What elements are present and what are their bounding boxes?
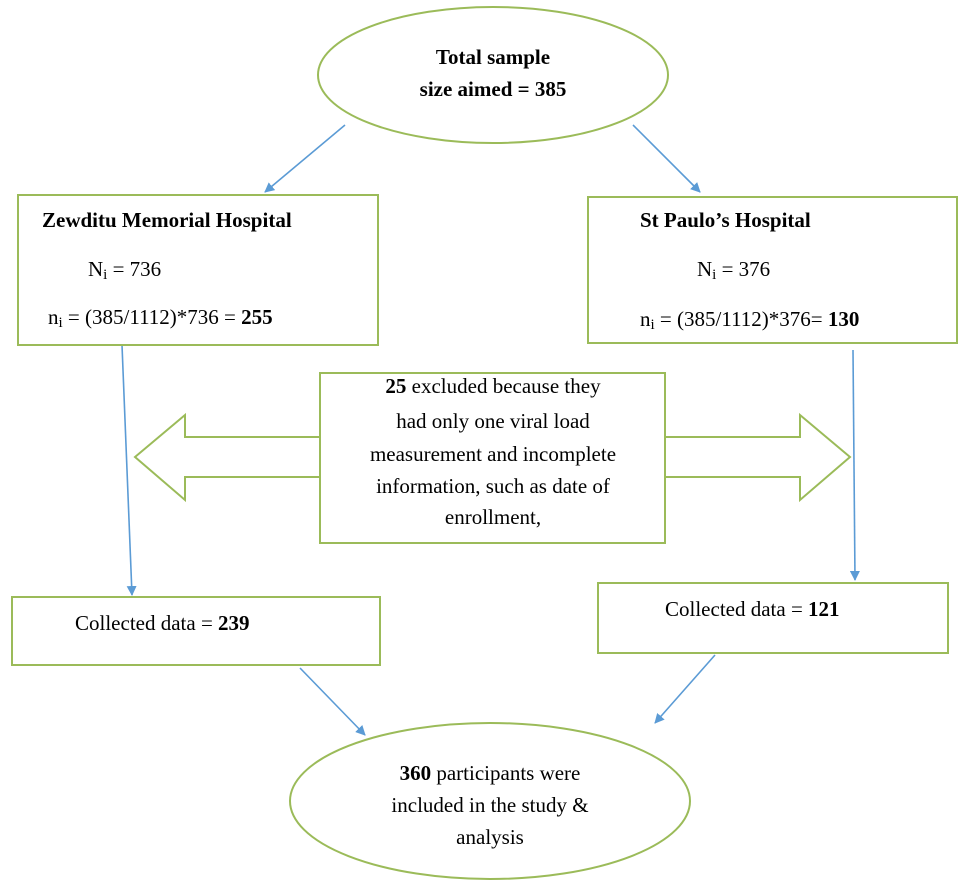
box-text: information, such as date of [376,474,610,498]
exclusion-box [319,372,666,544]
text: i [651,317,655,333]
arrow [299,667,366,736]
node-text: Total sample [436,45,550,69]
text: N [697,257,712,281]
arrow [264,124,346,193]
double-arrow [133,412,321,503]
box-text: Collected data = 121 [665,597,840,621]
box-text: ni = (385/1112)*376= 130 [640,307,859,333]
box-text: enrollment, [445,505,541,529]
text: 255 [241,305,273,329]
text: i [712,267,716,283]
node-text: analysis [456,825,524,849]
box-text: ni = (385/1112)*736 = 255 [48,305,273,331]
arrow [121,344,137,596]
text: n [640,307,651,331]
text: n [48,305,59,329]
box-text: measurement and incomplete [370,442,616,466]
text: = (385/1112)*736 = [63,305,241,329]
text: participants were [431,761,580,785]
arrow [654,654,716,724]
text: 25 [385,374,406,398]
node-text: size aimed = 385 [420,77,567,101]
text: 239 [218,611,250,635]
text: i [59,315,63,331]
box-title: Zewditu Memorial Hospital [42,208,292,232]
text: i [103,267,107,283]
box-text: Ni = 376 [697,257,770,283]
text: = 736 [107,257,161,281]
hospital-box [17,194,379,346]
box-text: Collected data = 239 [75,611,250,635]
collected-box [11,596,381,666]
box-title: St Paulo’s Hospital [640,208,811,232]
end-node [289,722,691,880]
text: = 376 [716,257,770,281]
text: excluded because they [406,374,601,398]
text: Collected data = [75,611,218,635]
hospital-box [587,196,958,344]
double-arrow [664,412,852,503]
text: 121 [808,597,840,621]
text: 360 [400,761,432,785]
node-text: 360 participants were [400,761,581,785]
box-text: 25 excluded because they [385,374,601,398]
box-text: had only one viral load [396,409,590,433]
text: 130 [828,307,860,331]
arrow [849,349,860,581]
text: Collected data = [665,597,808,621]
arrow [632,124,701,193]
text: N [88,257,103,281]
node-text: included in the study & [391,793,588,817]
text: = (385/1112)*376= [655,307,828,331]
box-text: Ni = 736 [88,257,161,283]
start-node [317,6,669,144]
collected-box [597,582,949,654]
